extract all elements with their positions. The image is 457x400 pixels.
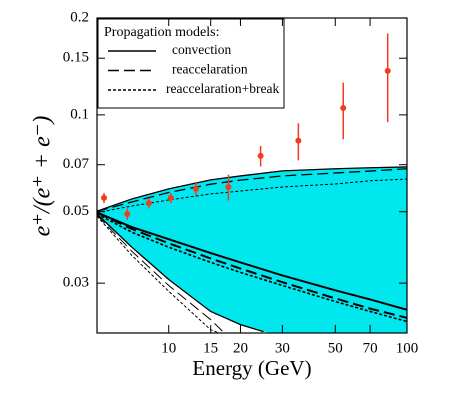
model-curve — [97, 214, 224, 333]
data-point — [101, 194, 108, 201]
plot-area — [97, 33, 407, 333]
legend-label: reaccelaration — [172, 62, 248, 77]
model-curve — [97, 213, 264, 333]
data-point — [167, 194, 174, 201]
model-curve — [97, 166, 407, 212]
y-tick-label: 0.1 — [70, 106, 89, 122]
model-curve — [97, 213, 407, 323]
data-point — [124, 211, 131, 218]
y-tick-label: 0.03 — [63, 275, 89, 291]
model-curve — [97, 178, 407, 214]
data-point — [384, 67, 391, 74]
legend: Propagation models: convection reaccelara… — [97, 18, 285, 109]
x-axis-label: Energy (GeV) — [192, 356, 311, 380]
x-tick-label: 10 — [161, 340, 176, 356]
model-curve — [97, 211, 407, 311]
y-tick-label: 0.05 — [63, 203, 89, 219]
data-point — [257, 152, 264, 159]
x-tick-label: 20 — [233, 340, 248, 356]
data-point — [145, 200, 152, 207]
legend-label: reaccelaration+break — [166, 81, 280, 96]
data-point — [192, 185, 199, 192]
model-curve — [97, 211, 407, 319]
y-tick-label: 0.2 — [70, 9, 89, 25]
y-tick-label: 0.07 — [63, 156, 90, 172]
legend-title: Propagation models: — [104, 25, 220, 40]
data-point — [295, 137, 302, 144]
model-curve — [97, 168, 407, 212]
data-point — [225, 183, 232, 190]
model-curve — [97, 215, 218, 333]
legend-label: convection — [172, 42, 231, 57]
plot-frame — [96, 17, 408, 334]
legend-box — [97, 18, 285, 109]
y-tick-label: 0.15 — [63, 50, 89, 66]
data-point — [340, 105, 347, 112]
x-tick-label: 30 — [275, 340, 290, 356]
y-axis-label: e⁺/(e⁺ + e⁻) — [30, 116, 56, 237]
band — [97, 166, 407, 333]
x-tick-label: 15 — [203, 340, 218, 356]
x-tick-label: 70 — [363, 340, 378, 356]
x-tick-label: 50 — [328, 340, 343, 356]
x-tick-label: 100 — [396, 340, 419, 356]
